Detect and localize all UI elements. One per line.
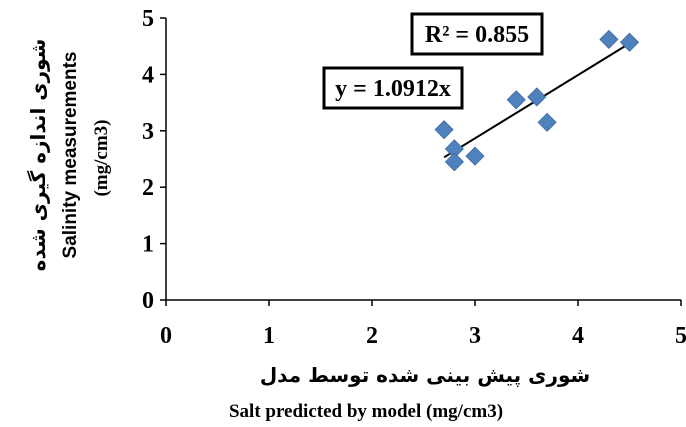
x-axis-title-persian: شوری پیش بینی شده توسط مدل <box>260 363 590 388</box>
y-axis-title-english-line-1: Salinity measurements <box>60 52 81 259</box>
scatter-point <box>599 29 619 49</box>
scatter-point <box>527 87 547 107</box>
y-tick-label: 0 <box>142 288 154 314</box>
equation-annotation: y = 1.0912x <box>322 66 464 110</box>
scatter-point <box>506 90 526 110</box>
points-layer <box>434 29 640 172</box>
y-tick-label: 3 <box>142 119 154 145</box>
scatter-point <box>537 112 557 132</box>
y-axis-title-persian: شوری اندازه گیری شده <box>26 39 50 272</box>
axes-layer <box>165 18 681 301</box>
y-axis-title-english-line-2: (mg/cm3) <box>91 119 112 196</box>
x-tick-label: 4 <box>572 323 584 349</box>
scatter-point <box>444 152 464 172</box>
y-tick-label: 1 <box>142 232 154 258</box>
x-tick-label: 0 <box>160 323 172 349</box>
ticks-layer: 0 1 2 3 4 5 0 1 2 3 4 5 <box>142 6 686 349</box>
r-squared-label: R² = 0.855 <box>425 22 529 48</box>
x-tick-label: 1 <box>263 323 275 349</box>
r-squared-annotation: R² = 0.855 <box>410 12 544 56</box>
y-tick-label: 4 <box>142 62 154 88</box>
scatter-point <box>619 32 640 52</box>
x-axis-title-english: Salt predicted by model (mg/cm3) <box>229 401 503 422</box>
scatter-point <box>465 146 485 166</box>
x-tick-label: 2 <box>366 323 378 349</box>
y-tick-label: 2 <box>142 175 154 201</box>
x-tick-label: 5 <box>675 323 686 349</box>
equation-label: y = 1.0912x <box>335 76 451 102</box>
x-tick-label: 3 <box>469 323 481 349</box>
y-tick-label: 5 <box>142 6 154 32</box>
scatter-point <box>434 120 454 140</box>
y-axis-title: شوری اندازه گیری شده Salinity measuremen… <box>26 39 112 272</box>
x-axis-title: شوری پیش بینی شده توسط مدل Salt predicte… <box>229 363 590 422</box>
